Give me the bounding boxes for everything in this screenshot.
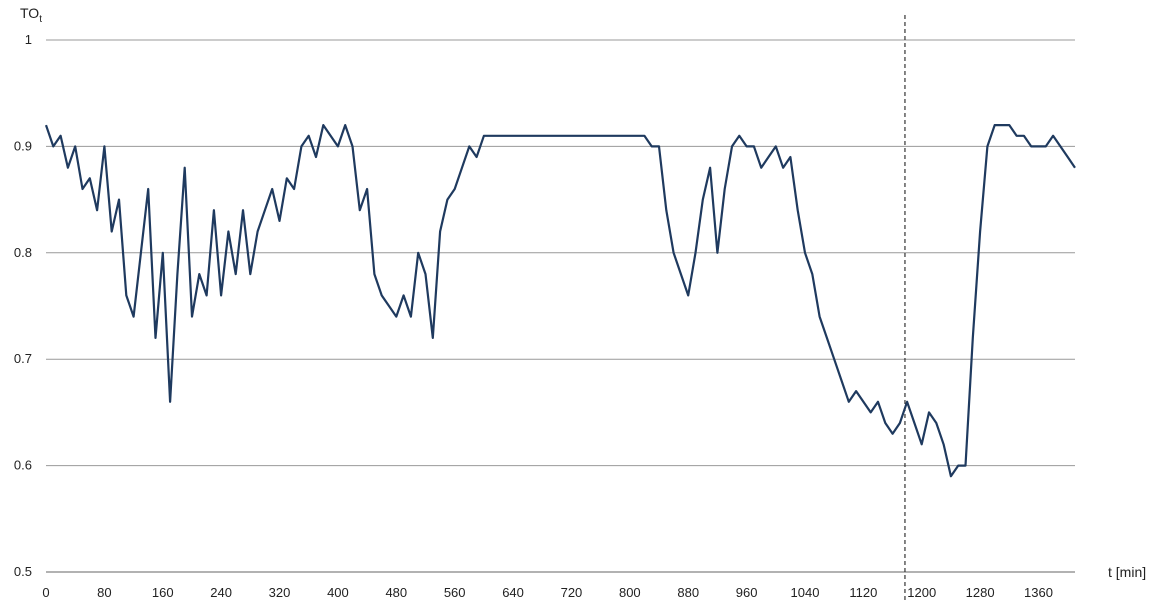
x-tick-label: 1040: [791, 585, 820, 600]
x-tick-label: 320: [269, 585, 291, 600]
x-tick-label: 1200: [907, 585, 936, 600]
x-tick-labels: 0 80 160 240 320 400 480 560 640 720 800 880 960 1040…: [42, 585, 1053, 600]
x-tick-label: 560: [444, 585, 466, 600]
x-tick-label: 240: [210, 585, 232, 600]
x-tick-label: 640: [502, 585, 524, 600]
x-tick-label: 400: [327, 585, 349, 600]
x-tick-label: 1360: [1024, 585, 1053, 600]
x-tick-label: 960: [736, 585, 758, 600]
y-axis-title: TOt: [20, 5, 42, 25]
y-tick-label: 1: [25, 32, 32, 47]
x-tick-label: 1280: [966, 585, 995, 600]
y-tick-labels: 0.5 0.6 0.7 0.8 0.9 1: [14, 32, 32, 579]
y-tick-label: 0.9: [14, 138, 32, 153]
x-tick-label: 800: [619, 585, 641, 600]
x-tick-label: 1120: [849, 585, 877, 600]
y-axis-title-main: TO: [20, 5, 39, 21]
y-tick-label: 0.5: [14, 564, 32, 579]
x-tick-label: 160: [152, 585, 174, 600]
x-tick-label: 480: [385, 585, 407, 600]
y-tick-label: 0.8: [14, 245, 32, 260]
x-tick-label: 720: [561, 585, 583, 600]
y-tick-label: 0.6: [14, 458, 32, 473]
x-tick-label: 0: [42, 585, 49, 600]
x-tick-label: 80: [97, 585, 111, 600]
gridlines: [46, 39, 1075, 573]
x-axis-title: t [min]: [1108, 564, 1146, 580]
x-tick-label: 880: [677, 585, 699, 600]
series-line: [44, 123, 1076, 478]
y-axis-title-sub: t: [39, 14, 42, 25]
y-tick-label: 0.7: [14, 351, 32, 366]
